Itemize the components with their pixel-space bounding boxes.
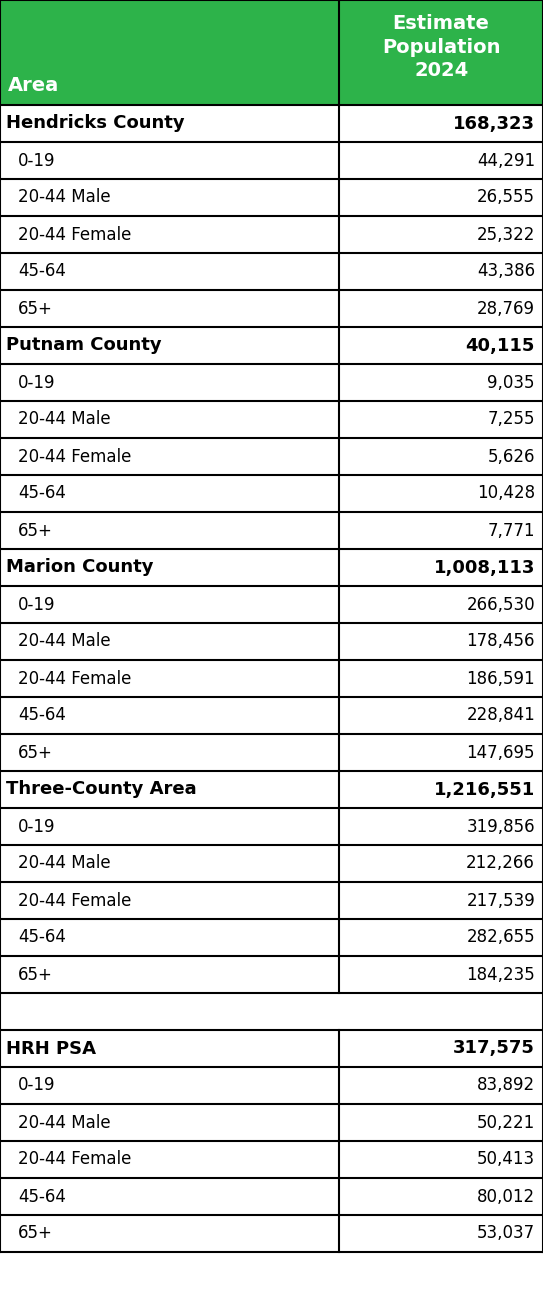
Text: 45-64: 45-64	[18, 262, 66, 280]
Text: 266,530: 266,530	[466, 595, 535, 614]
Text: 147,695: 147,695	[466, 744, 535, 761]
Text: 26,555: 26,555	[477, 189, 535, 206]
Text: 44,291: 44,291	[477, 151, 535, 169]
Bar	[0, 623, 543, 661]
Text: 317,575: 317,575	[453, 1040, 535, 1058]
Bar	[0, 364, 543, 401]
Text: 20-44 Male: 20-44 Male	[18, 1114, 111, 1131]
Text: 53,037: 53,037	[477, 1225, 535, 1243]
Bar	[0, 1067, 543, 1104]
Text: 228,841: 228,841	[466, 706, 535, 724]
Text: 0-19: 0-19	[18, 817, 55, 835]
Text: 20-44 Female: 20-44 Female	[18, 891, 131, 909]
Text: 0-19: 0-19	[18, 151, 55, 169]
Bar	[0, 661, 543, 697]
Text: 186,591: 186,591	[466, 670, 535, 688]
Bar	[0, 401, 543, 438]
Bar	[0, 327, 543, 364]
Text: 0-19: 0-19	[18, 374, 55, 391]
Text: HRH PSA: HRH PSA	[6, 1040, 96, 1058]
Bar	[0, 1141, 543, 1178]
Bar	[0, 1214, 543, 1252]
Text: 1,008,113: 1,008,113	[434, 559, 535, 576]
Bar	[0, 216, 543, 253]
Text: 20-44 Male: 20-44 Male	[18, 632, 111, 650]
Bar	[0, 476, 543, 512]
Bar	[0, 1104, 543, 1141]
Bar	[0, 253, 543, 291]
Text: 45-64: 45-64	[18, 929, 66, 946]
Text: 7,255: 7,255	[488, 410, 535, 429]
Bar	[0, 438, 543, 476]
Text: 212,266: 212,266	[466, 855, 535, 873]
Bar	[0, 697, 543, 734]
Text: Marion County: Marion County	[6, 559, 154, 576]
Bar	[0, 586, 543, 623]
Text: Area: Area	[8, 76, 59, 95]
Text: 50,221: 50,221	[477, 1114, 535, 1131]
Text: 28,769: 28,769	[477, 300, 535, 318]
Text: 80,012: 80,012	[477, 1187, 535, 1205]
Text: 83,892: 83,892	[477, 1076, 535, 1095]
Bar	[0, 771, 543, 808]
Bar	[0, 882, 543, 919]
Text: 20-44 Male: 20-44 Male	[18, 410, 111, 429]
Text: 45-64: 45-64	[18, 706, 66, 724]
Text: 20-44 Male: 20-44 Male	[18, 189, 111, 206]
Bar	[0, 179, 543, 216]
Text: Estimate
Population
2024: Estimate Population 2024	[382, 14, 501, 81]
Text: 20-44 Female: 20-44 Female	[18, 225, 131, 244]
Bar	[0, 993, 543, 1029]
Text: 20-44 Female: 20-44 Female	[18, 1151, 131, 1169]
Bar	[0, 549, 543, 586]
Bar	[0, 106, 543, 142]
Text: 65+: 65+	[18, 744, 53, 761]
Text: 43,386: 43,386	[477, 262, 535, 280]
Text: 50,413: 50,413	[477, 1151, 535, 1169]
Text: 20-44 Male: 20-44 Male	[18, 855, 111, 873]
Text: 0-19: 0-19	[18, 1076, 55, 1095]
Text: 45-64: 45-64	[18, 485, 66, 503]
Text: 65+: 65+	[18, 966, 53, 984]
Text: 20-44 Female: 20-44 Female	[18, 447, 131, 465]
Bar	[0, 919, 543, 956]
Text: 0-19: 0-19	[18, 595, 55, 614]
Bar	[0, 808, 543, 846]
Text: 20-44 Female: 20-44 Female	[18, 670, 131, 688]
Bar	[0, 142, 543, 179]
Text: 5,626: 5,626	[488, 447, 535, 465]
Text: 25,322: 25,322	[477, 225, 535, 244]
Text: 319,856: 319,856	[466, 817, 535, 835]
Text: 1,216,551: 1,216,551	[434, 780, 535, 799]
Bar	[0, 512, 543, 549]
Text: 65+: 65+	[18, 521, 53, 539]
Bar	[0, 1178, 543, 1214]
Text: Three-County Area: Three-County Area	[6, 780, 197, 799]
Text: 45-64: 45-64	[18, 1187, 66, 1205]
Bar	[0, 956, 543, 993]
Text: 178,456: 178,456	[466, 632, 535, 650]
Text: 10,428: 10,428	[477, 485, 535, 503]
Text: 65+: 65+	[18, 1225, 53, 1243]
Text: 168,323: 168,323	[453, 115, 535, 133]
Text: Hendricks County: Hendricks County	[6, 115, 185, 133]
Bar	[0, 846, 543, 882]
Text: 9,035: 9,035	[488, 374, 535, 391]
Text: 40,115: 40,115	[466, 336, 535, 354]
Bar	[0, 291, 543, 327]
Text: 65+: 65+	[18, 300, 53, 318]
Bar	[0, 0, 543, 106]
Bar	[0, 1029, 543, 1067]
Bar	[0, 734, 543, 771]
Text: 184,235: 184,235	[466, 966, 535, 984]
Text: 282,655: 282,655	[466, 929, 535, 946]
Text: 217,539: 217,539	[466, 891, 535, 909]
Text: Putnam County: Putnam County	[6, 336, 162, 354]
Text: 7,771: 7,771	[488, 521, 535, 539]
